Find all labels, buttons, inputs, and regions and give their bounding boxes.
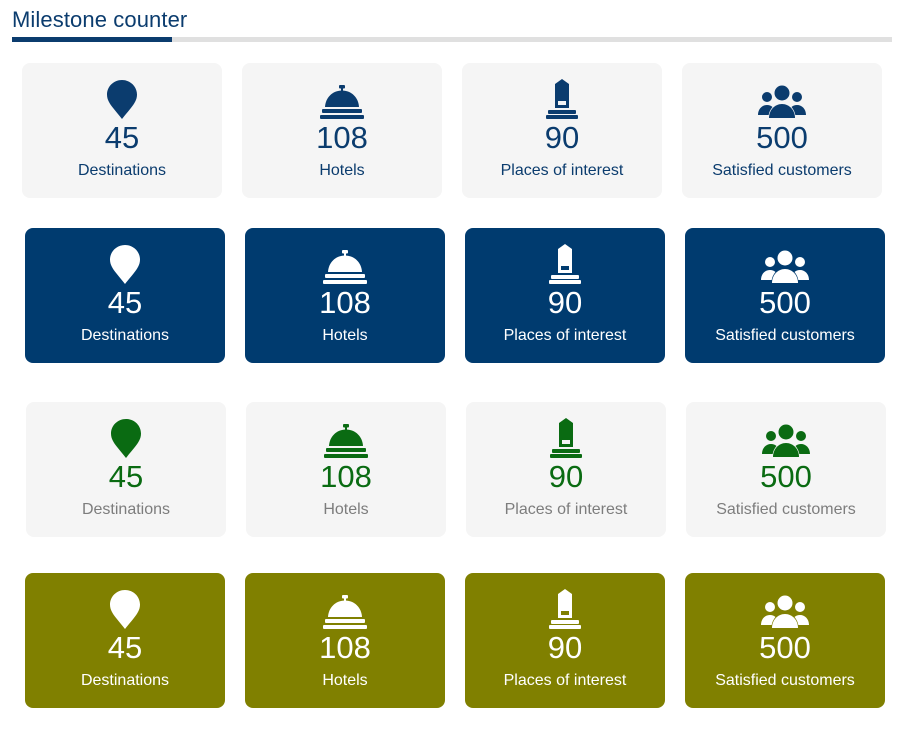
counter-card: 90 Places of interest	[462, 63, 662, 198]
counter-label: Satisfied customers	[715, 672, 855, 689]
counter-value: 108	[319, 285, 371, 320]
hotel-bell-icon	[246, 418, 446, 458]
counter-value: 500	[760, 459, 812, 494]
hotel-bell-icon	[245, 244, 445, 284]
map-pin-icon	[25, 589, 225, 629]
map-pin-icon	[26, 418, 226, 458]
users-icon	[682, 79, 882, 119]
counter-value: 108	[320, 459, 372, 494]
counter-label: Destinations	[81, 501, 171, 518]
counter-value: 45	[104, 120, 140, 155]
counter-row-solid-blue: 45 Destinations 108 Hotels 90 Places of int…	[0, 228, 901, 364]
counter-label: Satisfied customers	[712, 162, 852, 179]
counter-card: 90 Places of interest	[465, 573, 665, 708]
counter-row-olive: 45 Destinations 108 Hotels 90 Places of int…	[0, 573, 901, 709]
counter-card: 108 Hotels	[245, 573, 445, 708]
counter-card: 108 Hotels	[245, 228, 445, 363]
counter-value: 45	[108, 459, 144, 494]
page-title: Milestone counter	[12, 7, 188, 32]
counter-label: Satisfied customers	[715, 327, 855, 344]
hotel-bell-icon	[245, 589, 445, 629]
counter-label: Hotels	[319, 162, 365, 179]
counter-label: Places of interest	[500, 162, 624, 179]
counter-label: Hotels	[323, 501, 369, 518]
counter-label: Places of interest	[504, 501, 628, 518]
monument-icon	[466, 418, 666, 458]
monument-icon	[462, 79, 662, 119]
counter-label: Places of interest	[503, 327, 627, 344]
counter-label: Destinations	[77, 162, 167, 179]
map-pin-icon	[22, 79, 222, 119]
counter-value: 500	[759, 630, 811, 665]
counter-value: 500	[759, 285, 811, 320]
counter-value: 90	[548, 459, 584, 494]
counter-value: 500	[756, 120, 808, 155]
title-underline-accent	[12, 37, 172, 42]
counter-card: 90 Places of interest	[465, 228, 665, 363]
counter-value: 90	[547, 630, 583, 665]
monument-icon	[465, 244, 665, 284]
counter-card: 90 Places of interest	[466, 402, 666, 537]
counter-card: 45 Destinations	[26, 402, 226, 537]
counter-value: 45	[107, 285, 143, 320]
hotel-bell-icon	[242, 79, 442, 119]
counter-label: Places of interest	[503, 672, 627, 689]
users-icon	[685, 244, 885, 284]
users-icon	[685, 589, 885, 629]
counter-card: 45 Destinations	[25, 573, 225, 708]
counter-card: 45 Destinations	[25, 228, 225, 363]
counter-label: Destinations	[80, 672, 170, 689]
counter-value: 90	[547, 285, 583, 320]
counter-row-light-blue: 45 Destinations 108 Hotels 90 Places of int…	[0, 63, 901, 199]
counter-label: Satisfied customers	[716, 501, 856, 518]
counter-label: Hotels	[322, 672, 368, 689]
monument-icon	[465, 589, 665, 629]
counter-card: 108 Hotels	[246, 402, 446, 537]
counter-card: 45 Destinations	[22, 63, 222, 198]
counter-card: 500 Satisfied customers	[685, 573, 885, 708]
counter-row-light-green: 45 Destinations 108 Hotels 90 Places of int…	[0, 402, 901, 538]
counter-label: Hotels	[322, 327, 368, 344]
counter-value: 108	[319, 630, 371, 665]
counter-card: 500 Satisfied customers	[685, 228, 885, 363]
counter-card: 500 Satisfied customers	[686, 402, 886, 537]
counter-value: 108	[316, 120, 368, 155]
title-underline	[12, 37, 892, 42]
counter-card: 108 Hotels	[242, 63, 442, 198]
users-icon	[686, 418, 886, 458]
map-pin-icon	[25, 244, 225, 284]
counter-value: 90	[544, 120, 580, 155]
counter-value: 45	[107, 630, 143, 665]
counter-label: Destinations	[80, 327, 170, 344]
counter-card: 500 Satisfied customers	[682, 63, 882, 198]
